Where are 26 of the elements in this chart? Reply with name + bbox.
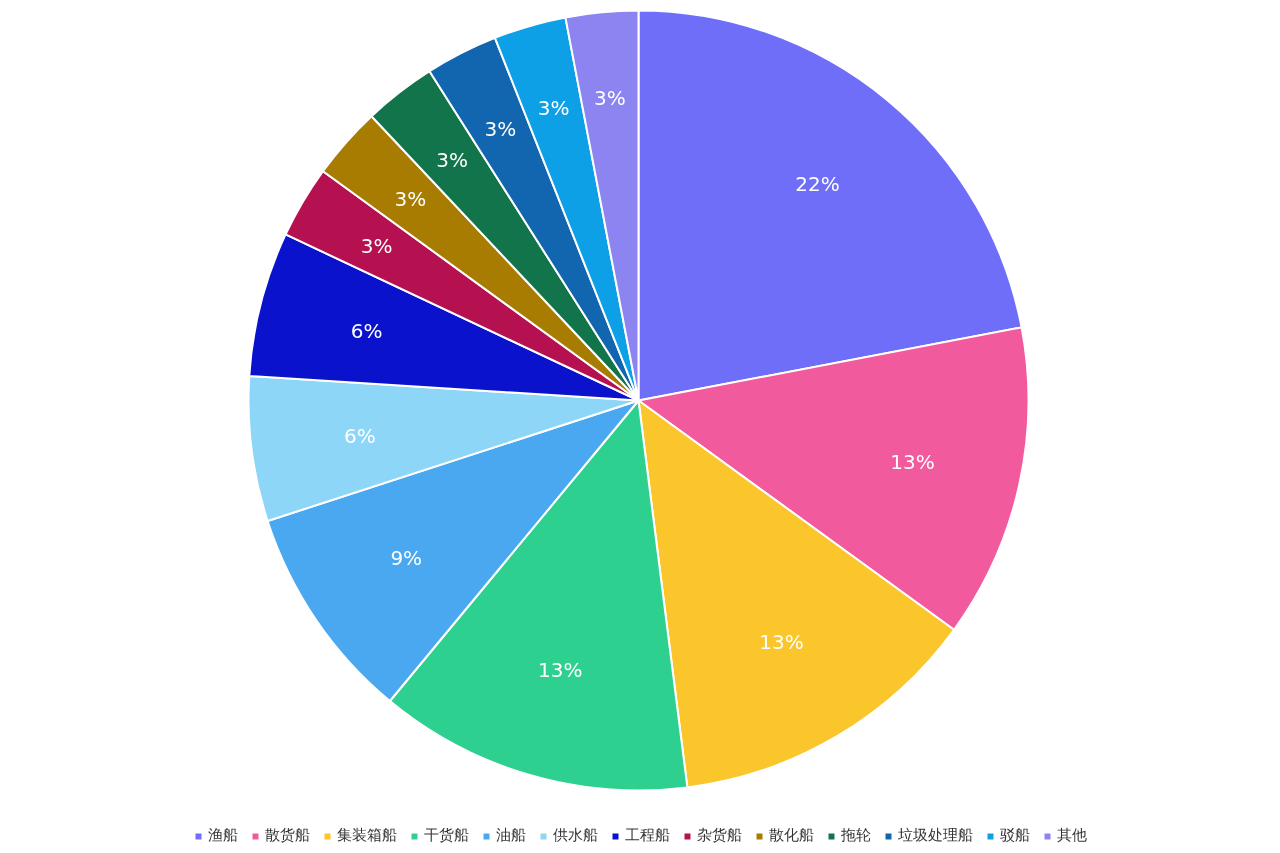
- legend-label: 油船: [496, 826, 526, 845]
- data-label: 3%: [360, 233, 393, 258]
- legend-label: 拖轮: [841, 826, 871, 845]
- data-label: 13%: [537, 658, 583, 683]
- legend-label: 渔船: [208, 826, 238, 845]
- legend-label: 散货船: [265, 826, 310, 845]
- legend-label: 集装箱船: [337, 826, 397, 845]
- legend-label: 干货船: [424, 826, 469, 845]
- data-label: 3%: [484, 117, 517, 142]
- legend-label: 工程船: [625, 826, 670, 845]
- legend-label: 散化船: [769, 826, 814, 845]
- data-label: 6%: [350, 318, 383, 343]
- data-label: 3%: [537, 96, 570, 121]
- data-label: 3%: [594, 85, 626, 110]
- data-label: 3%: [394, 187, 427, 212]
- legend-label: 垃圾处理船: [898, 826, 973, 845]
- legend-label: 其他: [1057, 826, 1087, 845]
- data-label: 6%: [344, 423, 376, 448]
- data-label: 13%: [890, 449, 935, 474]
- legend-label: 杂货船: [697, 826, 742, 845]
- data-label: 22%: [795, 172, 840, 197]
- data-label: 9%: [390, 546, 423, 571]
- legend-label: 驳船: [1000, 826, 1030, 845]
- legend-label: 供水船: [553, 826, 598, 845]
- data-label: 3%: [436, 148, 468, 173]
- data-label: 13%: [759, 630, 804, 655]
